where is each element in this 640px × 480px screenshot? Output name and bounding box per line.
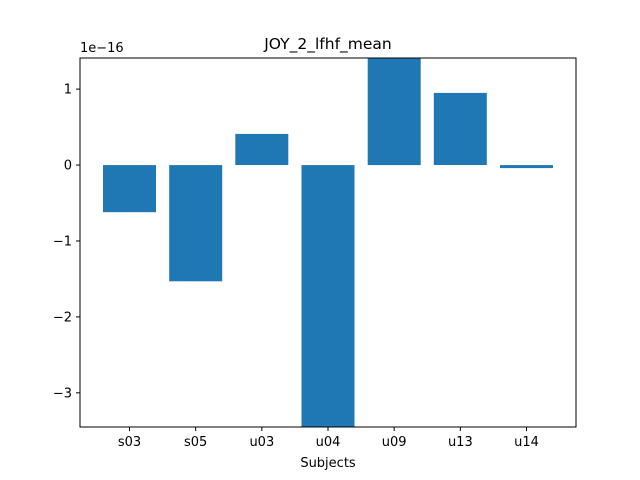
x-tick-label: s05 xyxy=(184,435,207,450)
y-tick-label: −3 xyxy=(53,386,72,401)
x-tick-label: u03 xyxy=(249,435,274,450)
bar-u03 xyxy=(235,133,289,165)
y-tick-label: −2 xyxy=(53,310,72,325)
bars-group xyxy=(103,58,553,427)
x-tick-label: u04 xyxy=(316,435,341,450)
y-axis-offset-text: 1e−16 xyxy=(80,41,124,56)
bar-u04 xyxy=(301,165,355,427)
x-tick-label: u14 xyxy=(514,435,539,450)
bar-s03 xyxy=(103,165,156,213)
x-tick-label: u09 xyxy=(382,435,407,450)
x-tick-label: u13 xyxy=(448,435,473,450)
y-tick-label: 0 xyxy=(64,159,72,174)
x-axis-label: Subjects xyxy=(300,456,356,471)
bar-u09 xyxy=(367,58,421,166)
bar-u13 xyxy=(433,92,487,165)
x-axis: s03 s05 u03 u04 u09 u13 u14 xyxy=(118,427,539,450)
y-axis: −3 −2 −1 0 1 xyxy=(53,83,80,401)
bar-u14 xyxy=(500,165,553,169)
chart-title: JOY_2_lfhf_mean xyxy=(263,35,392,54)
y-tick-label: −1 xyxy=(53,234,72,249)
bar-s05 xyxy=(169,165,223,282)
y-tick-label: 1 xyxy=(64,83,72,98)
x-tick-label: s03 xyxy=(118,435,141,450)
